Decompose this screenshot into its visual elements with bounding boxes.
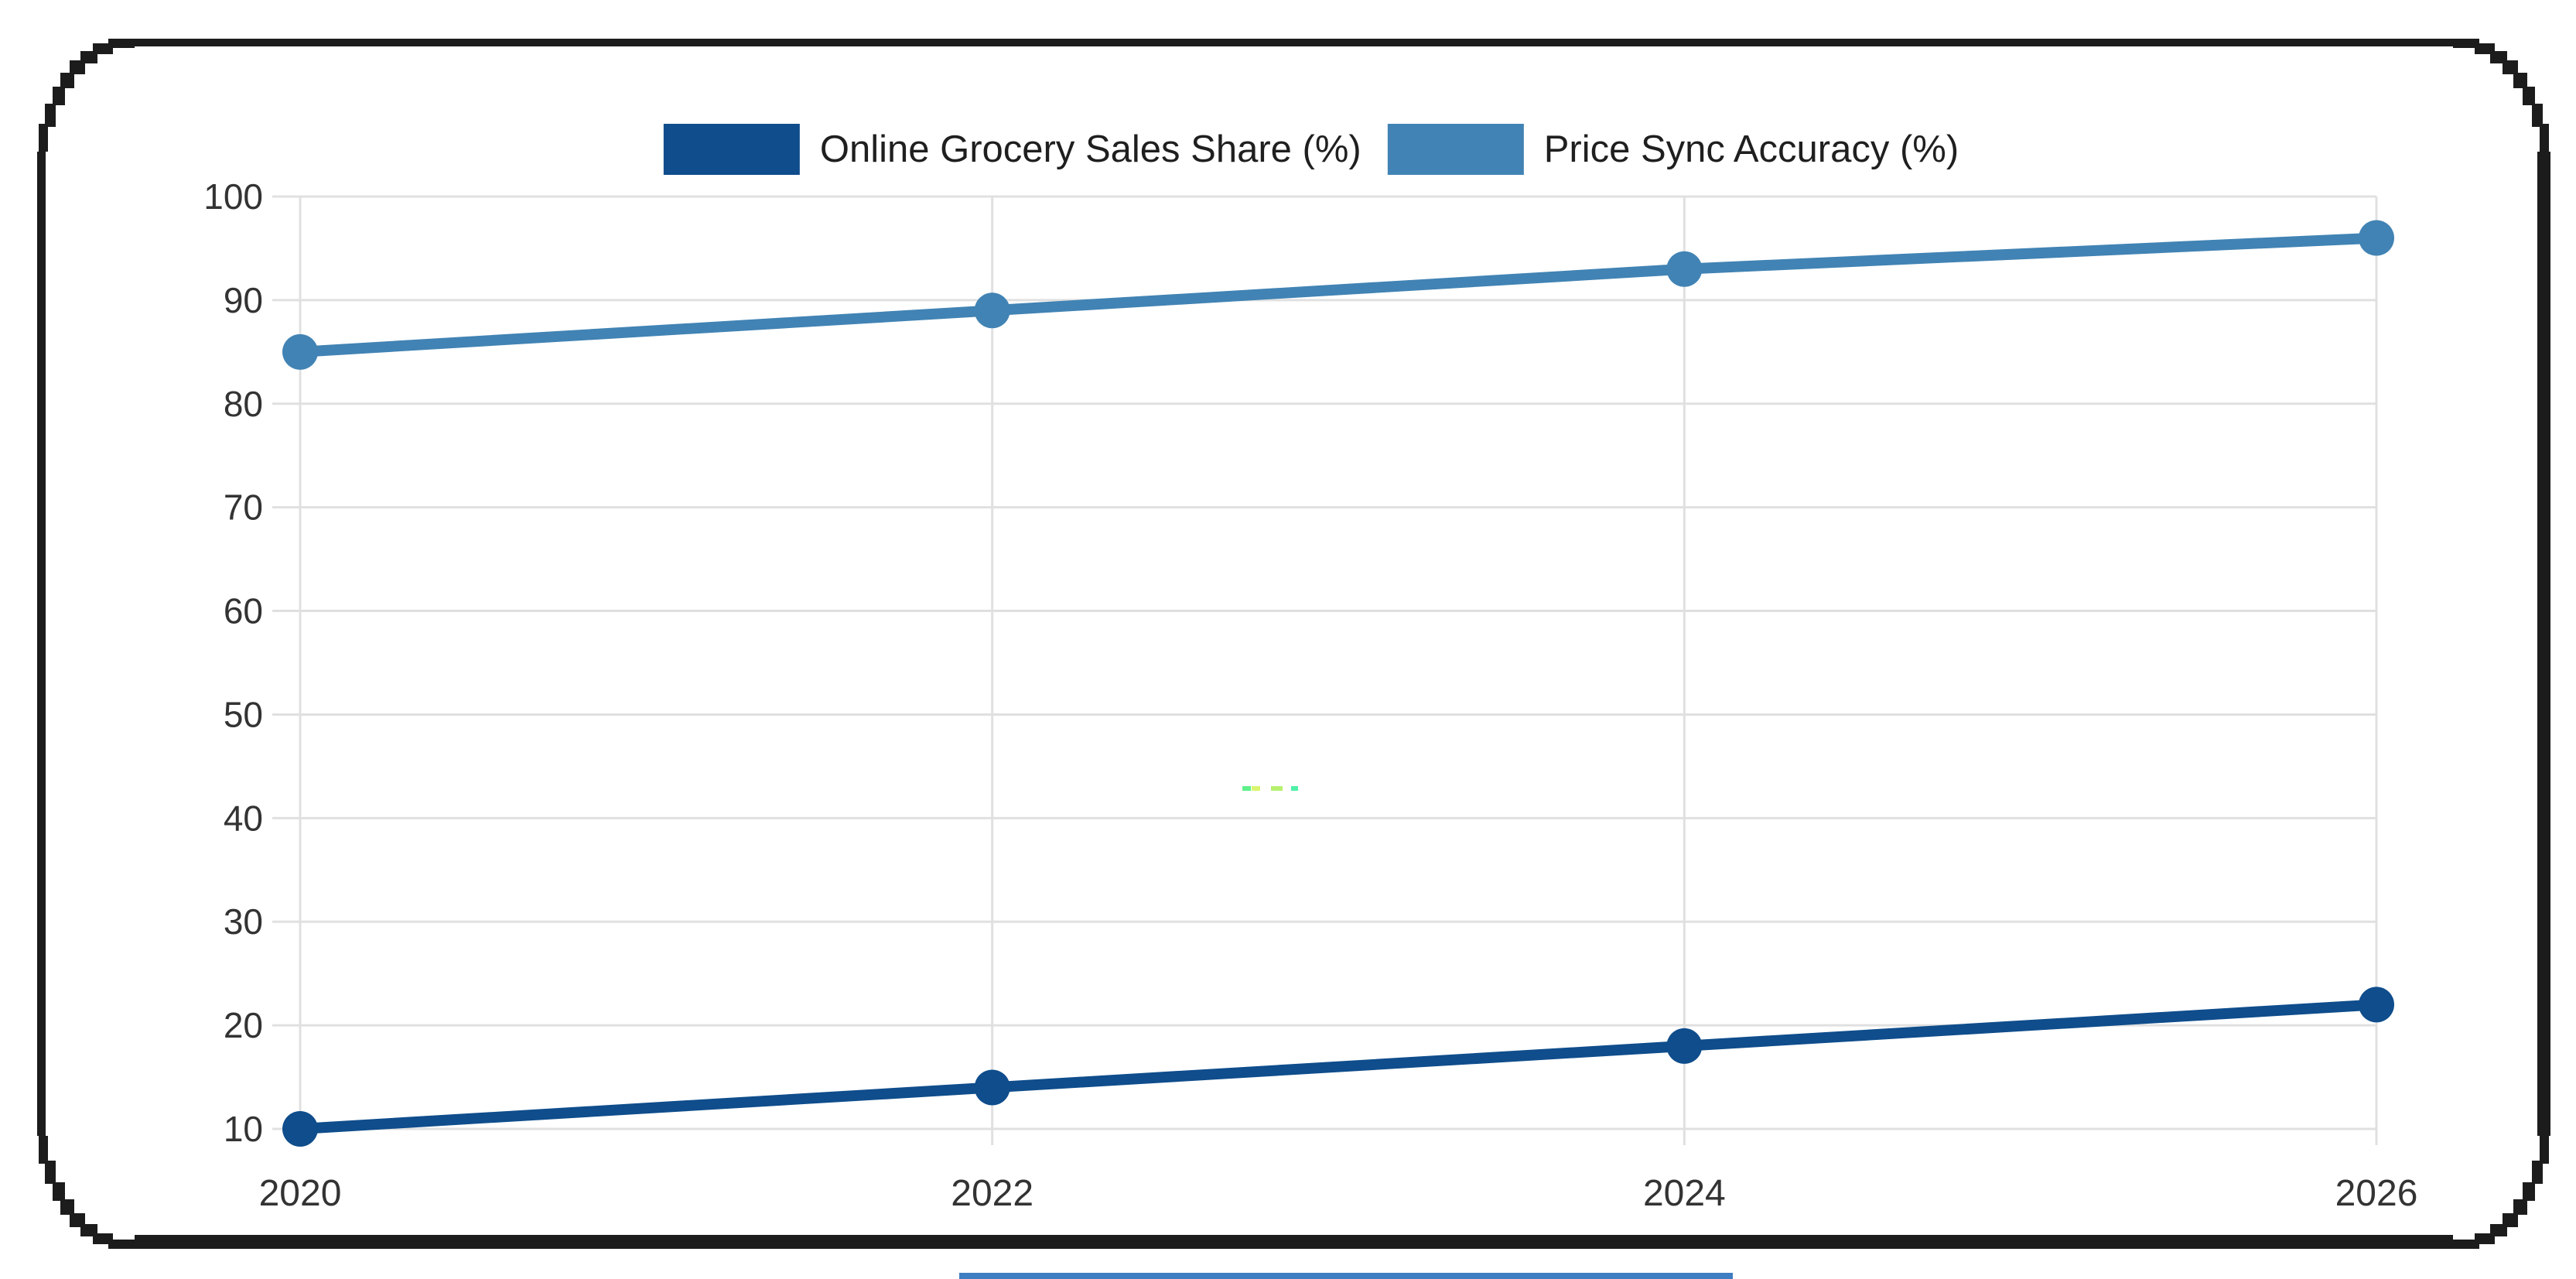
legend-item-online-grocery-sales-share[interactable]: Online Grocery Sales Share (%) (663, 124, 1361, 175)
window-pixel-border (37, 39, 2550, 1249)
svg-text:50: 50 (224, 694, 263, 734)
artifact-dashes (1242, 786, 1298, 791)
axis-label-layer: 10 20 30 40 50 60 70 80 90 100 2020 2022 2024 2026 (203, 176, 2417, 1214)
legend-swatch-online-grocery (663, 124, 800, 175)
svg-text:30: 30 (224, 901, 263, 942)
svg-text:20: 20 (224, 1005, 263, 1045)
legend-swatch-price-sync (1387, 124, 1524, 175)
svg-text:100: 100 (203, 176, 263, 217)
chart-legend: Online Grocery Sales Share (%) Price Syn… (663, 124, 1959, 175)
bottom-accent-bar (959, 1273, 1733, 1279)
svg-text:2022: 2022 (951, 1173, 1033, 1214)
svg-text:90: 90 (224, 280, 263, 320)
svg-text:40: 40 (224, 798, 263, 838)
series-layer (282, 220, 2394, 1147)
legend-label-online-grocery: Online Grocery Sales Share (%) (819, 128, 1361, 170)
legend-label-price-sync: Price Sync Accuracy (%) (1543, 128, 1959, 170)
svg-text:80: 80 (224, 384, 263, 424)
svg-text:2026: 2026 (2335, 1173, 2418, 1214)
svg-text:10: 10 (224, 1109, 263, 1149)
svg-text:2020: 2020 (259, 1173, 342, 1214)
legend-item-price-sync-accuracy[interactable]: Price Sync Accuracy (%) (1387, 124, 1959, 175)
svg-text:60: 60 (224, 591, 263, 631)
svg-text:2024: 2024 (1643, 1173, 1726, 1214)
svg-text:70: 70 (224, 487, 263, 528)
